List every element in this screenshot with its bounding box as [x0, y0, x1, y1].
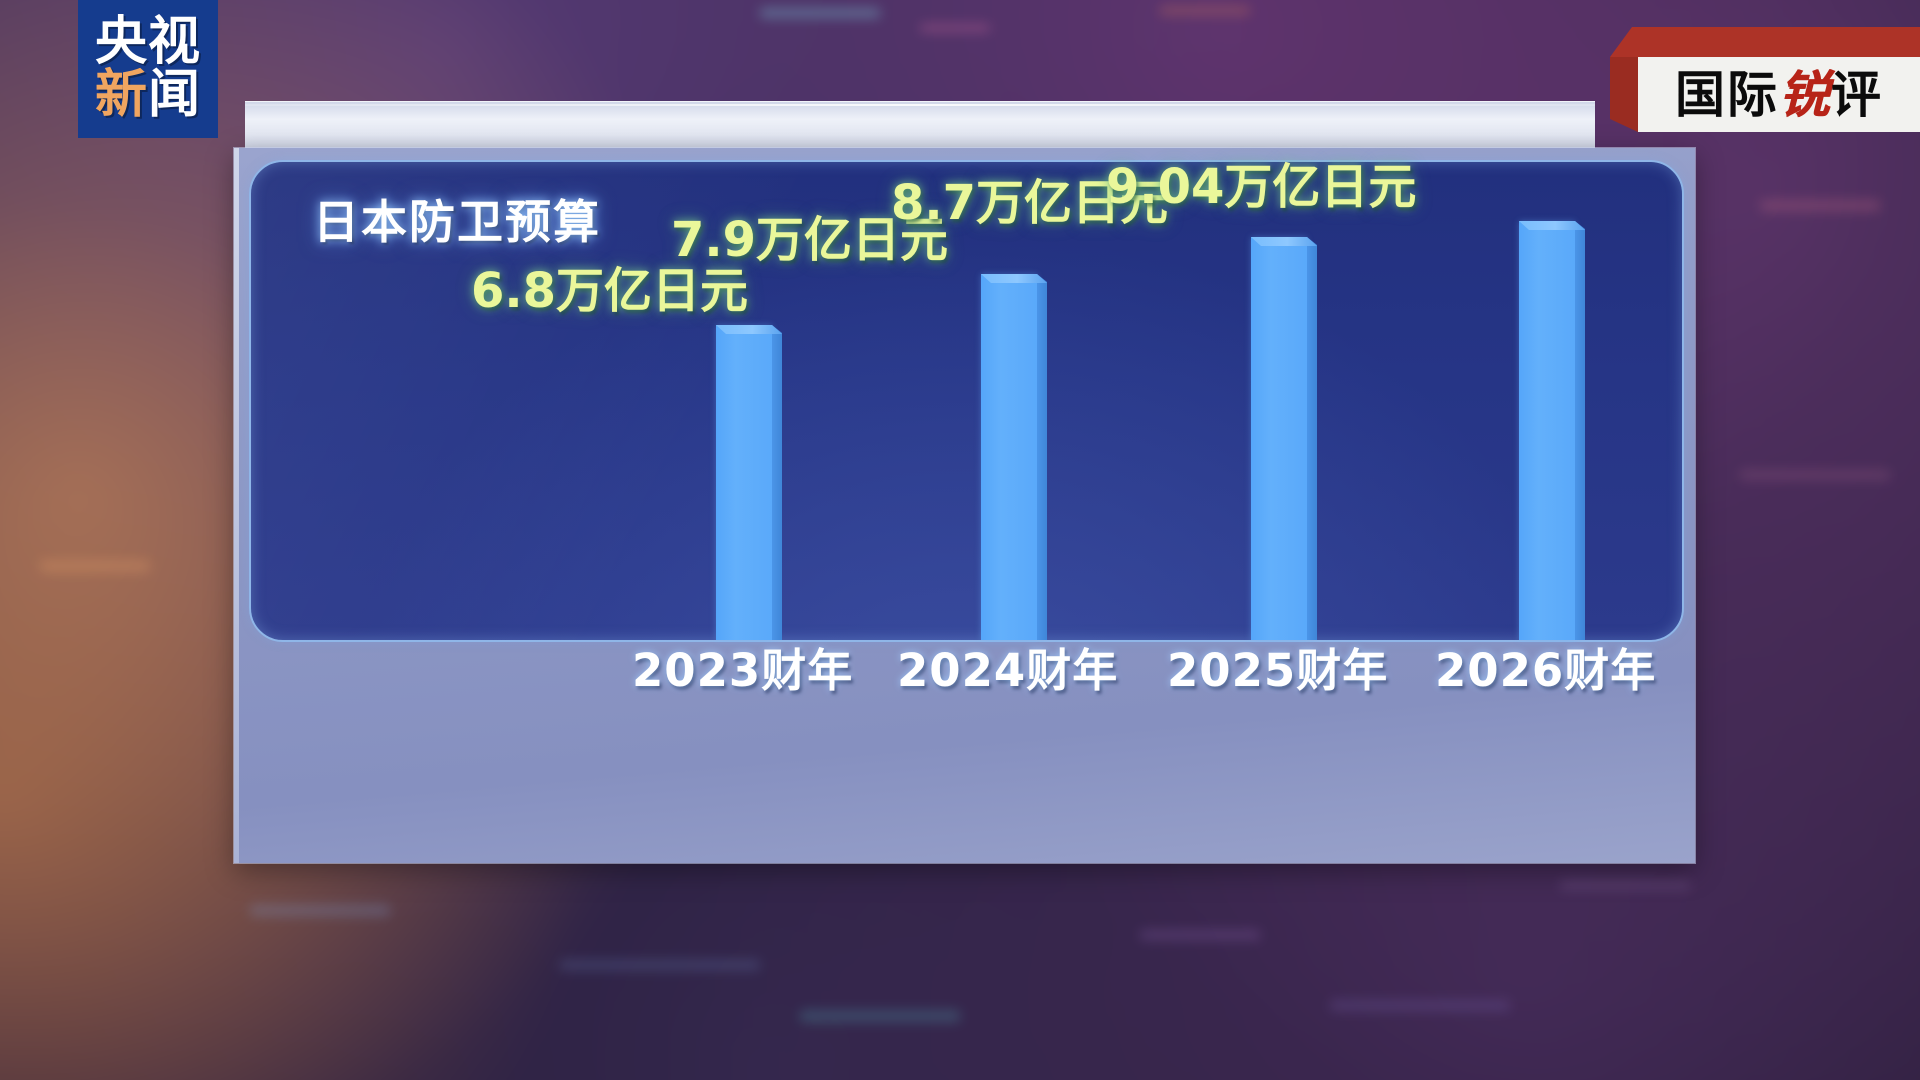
backdrop-streak — [1760, 200, 1880, 211]
backdrop-streak — [1740, 470, 1890, 480]
badge-text: 国际锐评 — [1675, 69, 1883, 120]
bar-side-face — [772, 325, 782, 640]
bar-top-face — [1519, 221, 1585, 230]
bar-top-face — [716, 325, 782, 334]
x-axis-labels-row: 2023财年 2024财年 2025财年 2026财年 — [249, 648, 1684, 710]
bar-front-face — [981, 274, 1037, 640]
badge-accent-char: 锐 — [1779, 64, 1831, 124]
backdrop-streak — [1140, 930, 1260, 940]
backdrop-streak — [800, 1010, 960, 1022]
cctv-news-logo: 央视 新闻 — [78, 0, 218, 138]
axis-label-2026财年: 2026财年 — [1435, 644, 1657, 697]
value-label-2025财年: 8.7万亿日元 — [891, 175, 1169, 231]
bar-front-face — [716, 325, 772, 640]
badge-prefix: 国际 — [1675, 64, 1779, 124]
cctv-logo-line-1: 央视 — [94, 11, 201, 72]
bar-side-face — [1575, 221, 1585, 640]
axis-label-2023财年: 2023财年 — [632, 644, 854, 697]
badge-white-plate: 国际锐评 — [1638, 57, 1920, 132]
backdrop-streak — [920, 24, 990, 32]
cctv-logo-accent-char: 新 — [94, 65, 148, 125]
bar-top-face — [981, 274, 1047, 283]
top-light-strip — [245, 101, 1595, 149]
bar-top-face — [1251, 237, 1317, 246]
value-label-2023财年: 6.8万亿日元 — [471, 263, 749, 319]
bar-2024财年 — [981, 274, 1047, 640]
axis-label-2024财年: 2024财年 — [897, 644, 1119, 697]
bar-2025财年 — [1251, 237, 1317, 640]
bar-side-face — [1037, 274, 1047, 640]
backdrop-streak — [1160, 6, 1250, 15]
bar-2023财年 — [716, 325, 782, 640]
bar-chart-plot-panel: 日本防卫预算 6.8万亿日元 7.9万亿日元 8.7万亿日元 9.04万亿日元 — [249, 160, 1684, 642]
backdrop-streak — [1560, 880, 1690, 890]
cctv-logo-rest-char: 闻 — [148, 65, 202, 125]
chart-title: 日本防卫预算 — [313, 195, 601, 249]
value-label-2026财年: 9.04万亿日元 — [1106, 159, 1417, 215]
backdrop-streak — [40, 560, 150, 572]
backdrop-streak — [1330, 1000, 1510, 1011]
backdrop-streak — [760, 8, 880, 18]
chart-frame-left-edge — [234, 148, 239, 863]
bar-2026财年 — [1519, 221, 1585, 640]
backdrop-streak — [250, 905, 390, 916]
program-badge: 国际锐评 — [1600, 27, 1920, 132]
badge-red-top-bar — [1610, 27, 1920, 57]
badge-red-side-bar — [1610, 57, 1638, 132]
backdrop-streak — [560, 960, 760, 970]
cctv-logo-line-2: 新闻 — [95, 68, 201, 122]
axis-label-2025财年: 2025财年 — [1167, 644, 1389, 697]
bar-side-face — [1307, 237, 1317, 640]
badge-suffix: 评 — [1831, 64, 1883, 124]
value-label-2024财年: 7.9万亿日元 — [671, 212, 949, 268]
bar-front-face — [1519, 221, 1575, 640]
top-strip-highlight — [245, 104, 1595, 106]
bar-front-face — [1251, 237, 1307, 640]
